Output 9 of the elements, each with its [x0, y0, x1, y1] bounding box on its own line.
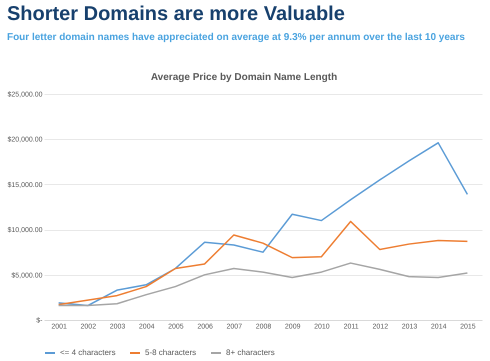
line-series — [58, 220, 468, 306]
chart-subtitle: Four letter domain names have appreciated on average at 9.3% per annum over the last 10 years — [6, 32, 466, 43]
chart-title: Shorter Domains are more Valuable — [6, 3, 345, 25]
text: Average Price by Domain Name Length — [150, 72, 338, 83]
line-series — [58, 262, 468, 306]
legend-label: 5-8 characters — [145, 348, 196, 357]
legend-label: 8+ characters — [226, 348, 275, 357]
legend-label: <= 4 characters — [60, 348, 116, 357]
line-series — [58, 142, 468, 306]
